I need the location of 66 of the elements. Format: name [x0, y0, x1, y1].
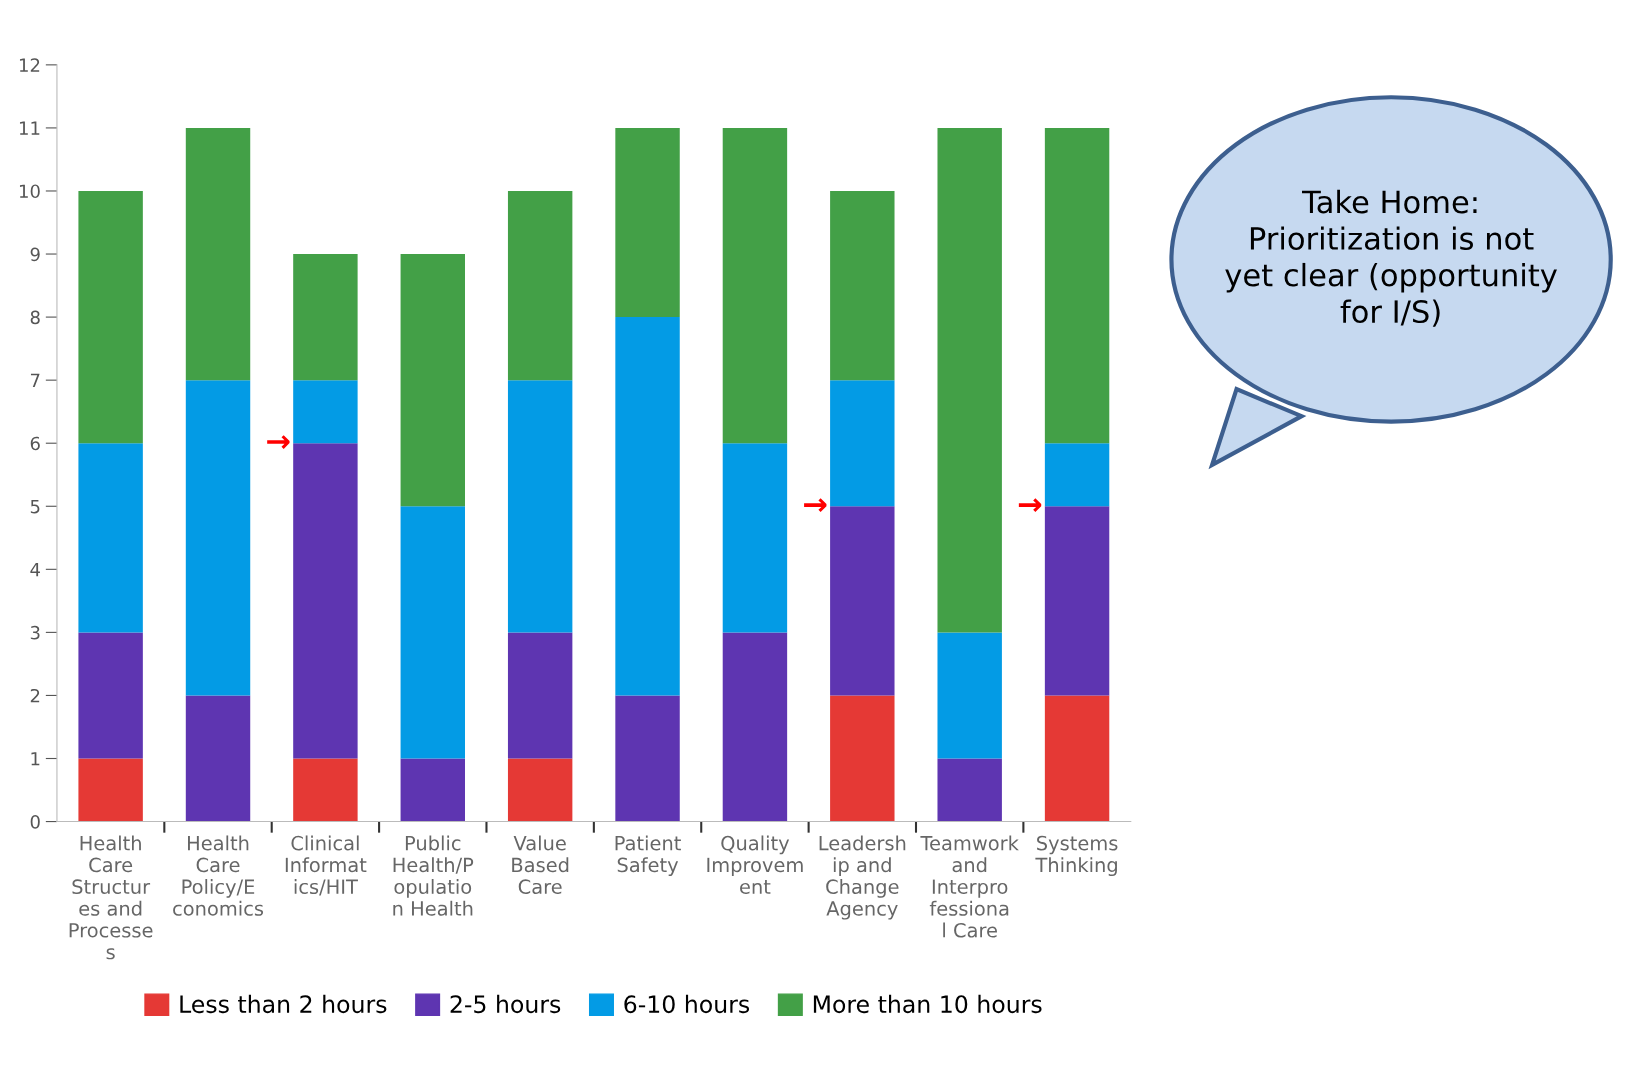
- bar: [293, 443, 358, 759]
- legend-label: 2-5 hours: [450, 994, 561, 1014]
- bar: [830, 380, 895, 507]
- bar: [78, 190, 143, 444]
- y-tick-label: 12: [19, 58, 40, 72]
- bar: [185, 695, 251, 822]
- x-tick-label: Health Care Policy/E conomics: [173, 835, 264, 916]
- y-tick-label: 11: [19, 121, 40, 135]
- bar: [937, 758, 1002, 822]
- x-tick-label: Clinical Informat ics/HIT: [285, 835, 367, 896]
- y-tick-label: 1: [31, 752, 40, 766]
- bar: [507, 190, 573, 381]
- bar: [78, 443, 143, 633]
- y-tick-label: 0: [30, 815, 40, 829]
- bar: [1044, 127, 1110, 444]
- bar: [293, 380, 358, 444]
- x-tick-label: Patient Safety: [615, 835, 681, 877]
- x-tick-label: Quality Improvem ent: [707, 835, 803, 895]
- bar: [1044, 695, 1110, 822]
- bar: [830, 190, 895, 381]
- y-tick-label: 3: [30, 625, 40, 640]
- bar: [293, 758, 358, 822]
- bar: [78, 632, 143, 759]
- bar: [722, 443, 788, 633]
- bar: [293, 254, 358, 381]
- bar: [400, 506, 465, 759]
- bar: [722, 127, 788, 444]
- y-tick-label: 7: [30, 373, 40, 388]
- annotation: →: [1018, 498, 1042, 513]
- bar: [937, 127, 1002, 633]
- bar: [615, 127, 680, 318]
- bar: [615, 317, 680, 696]
- x-tick-label: Value Based Care: [512, 835, 569, 895]
- bar: [185, 380, 251, 696]
- legend-label: More than 10 hours: [813, 994, 1042, 1014]
- y-tick-label: 10: [19, 184, 40, 199]
- annotation: →: [267, 435, 290, 449]
- bar: [507, 380, 573, 633]
- y-tick-label: 6: [30, 436, 40, 451]
- bar: [507, 758, 573, 822]
- y-tick-label: 9: [30, 247, 40, 262]
- y-tick-label: 8: [30, 310, 40, 325]
- x-tick-label: Public Health/P opulatio n Health: [393, 835, 474, 916]
- bar: [615, 695, 680, 822]
- bar: [78, 758, 143, 822]
- bar: [937, 632, 1002, 759]
- bar: [507, 632, 573, 759]
- bar: [1044, 443, 1110, 507]
- legend-label: Less than 2 hours: [180, 994, 387, 1014]
- legend-label: 6-10 hours: [624, 994, 750, 1014]
- x-tick-label: Teamwork and Interpro fessiona l Care: [920, 835, 1019, 938]
- annotation: →: [804, 498, 827, 513]
- text: Take Home: Prioritization is not yet clear (opportunity for I/S): [1225, 189, 1557, 327]
- bar: [400, 254, 465, 507]
- bar: [1044, 506, 1110, 696]
- bar: [185, 127, 251, 381]
- x-tick-label: Leadersh ip and Change Agency: [819, 835, 906, 920]
- y-tick-label: 4: [30, 563, 40, 577]
- x-tick-label: Health Care Structur es and Processe s: [69, 835, 153, 960]
- bar: [830, 506, 895, 696]
- y-tick-label: 2: [30, 688, 40, 703]
- bar: [722, 632, 788, 822]
- x-tick-label: Systems Thinking: [1035, 835, 1118, 877]
- y-tick-label: 5: [30, 499, 40, 514]
- bar: [400, 758, 465, 822]
- bar: [830, 695, 895, 822]
